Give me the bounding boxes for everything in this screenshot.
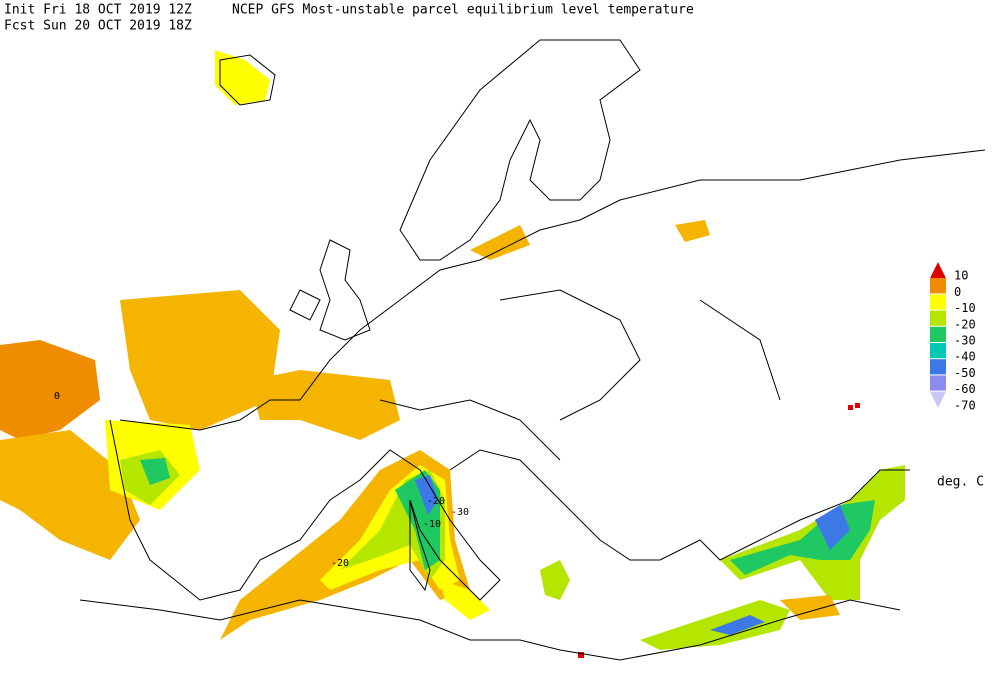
field (848, 405, 853, 410)
legend-label: -60 (954, 382, 976, 396)
legend-swatch (930, 262, 946, 279)
legend-swatch (930, 310, 946, 326)
scandinavia (399, 39, 641, 261)
contour-label: -30 (451, 507, 469, 518)
title: NCEP GFS Most-unstable parcel equilibriu… (232, 3, 694, 18)
field (640, 600, 790, 650)
field (780, 595, 840, 620)
field (415, 475, 438, 515)
field (215, 50, 270, 105)
field (815, 505, 850, 550)
legend-label: -70 (954, 398, 976, 412)
legend-label: -30 (954, 334, 976, 348)
field (470, 225, 530, 260)
legend-label: -40 (954, 350, 976, 364)
field (250, 370, 400, 440)
field (675, 220, 710, 242)
contour-label: -20 (331, 558, 349, 569)
borders (379, 289, 781, 461)
init-line: Init Fri 18 OCT 2019 12Z (4, 3, 192, 18)
balkans-turkey (449, 449, 910, 561)
contour-labels: 0 -20 -30 -10 -20 (54, 391, 469, 569)
legend-label: 0 (954, 285, 961, 299)
coastlines (79, 39, 986, 661)
legend-swatch (930, 294, 946, 310)
legend-swatch (930, 343, 946, 359)
field (855, 403, 860, 408)
contour-label: -10 (423, 519, 441, 530)
forecast-line: Fcst Sun 20 OCT 2019 18Z (4, 19, 192, 34)
legend-unit: deg. C (937, 475, 984, 490)
legend-swatch (930, 278, 946, 294)
field (578, 652, 584, 658)
field (140, 458, 170, 485)
legend-label: -20 (954, 317, 976, 331)
contour-label: 0 (54, 391, 60, 402)
field (0, 430, 140, 560)
field (710, 615, 765, 635)
western-med (109, 419, 501, 601)
contour-label: -20 (427, 496, 445, 507)
legend-swatch (930, 375, 946, 391)
iceland (219, 54, 276, 106)
legend-swatch (930, 391, 946, 408)
british-isles (289, 239, 371, 341)
field (120, 290, 280, 430)
legend-label: -50 (954, 366, 976, 380)
continent-north (119, 149, 986, 431)
north-africa (79, 599, 901, 661)
precip-fields (0, 50, 905, 658)
field (440, 580, 490, 620)
legend-label: 10 (954, 269, 968, 283)
legend-swatch (930, 326, 946, 342)
field (0, 340, 100, 440)
legend: 10 0 -10 -20 -30 -40 -50 -60 -70 (930, 262, 976, 412)
legend-swatch (930, 359, 946, 375)
sardinia (409, 499, 431, 592)
field (540, 560, 570, 600)
legend-label: -10 (954, 301, 976, 315)
